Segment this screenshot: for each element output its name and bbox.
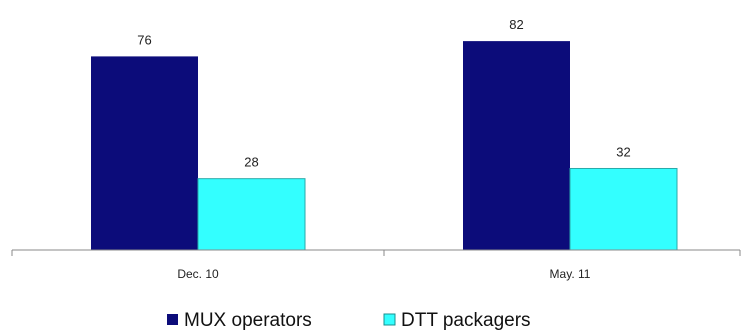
bar-mux-operators-2: [463, 41, 570, 251]
legend-label-mux-operators: MUX operators: [184, 310, 312, 331]
legend-label-dtt-packagers: DTT packagers: [401, 310, 531, 331]
data-label-dtt-packagers-2: 32: [616, 144, 630, 159]
data-label-mux-operators-2: 82: [509, 17, 523, 32]
legend-swatch-dtt-packagers: [383, 313, 396, 326]
x-tick-label-2: May. 11: [550, 267, 591, 281]
x-tick-label-1: Dec. 10: [177, 267, 219, 281]
legend-swatch-mux-operators: [167, 314, 178, 325]
bar-dtt-packagers-2: [569, 167, 678, 251]
bar-mux-operators-1: [91, 56, 198, 251]
x-tick-labels-layer: Dec. 10 May. 11: [177, 267, 590, 281]
bar-dtt-packagers-1: [197, 178, 306, 251]
data-label-mux-operators-1: 76: [137, 32, 151, 47]
data-label-dtt-packagers-1: 28: [244, 155, 258, 170]
data-labels-layer: 76 28 82 32: [137, 17, 630, 170]
x-axis-ticks: [11, 250, 741, 256]
legend: MUX operators DTT packagers: [167, 310, 531, 331]
bars-layer: [91, 41, 678, 251]
